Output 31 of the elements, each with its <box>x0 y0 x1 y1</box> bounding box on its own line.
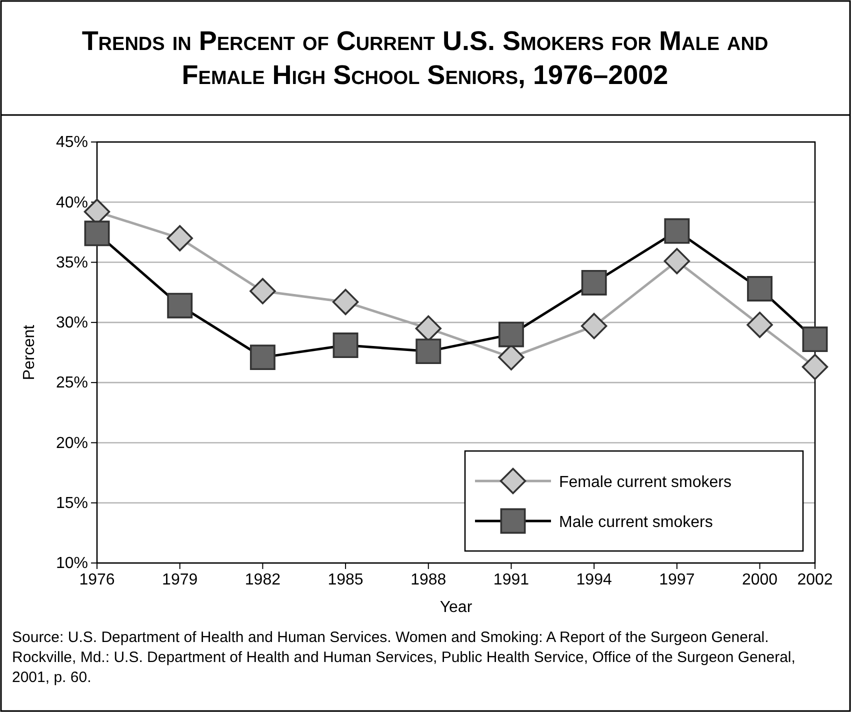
y-tick-label: 30% <box>56 314 88 332</box>
point <box>802 354 828 380</box>
x-tick-label: 2002 <box>797 571 833 588</box>
legend-label: Female current smokers <box>559 474 732 491</box>
y-tick-label: 10% <box>56 555 88 572</box>
point <box>332 288 359 316</box>
point <box>664 248 690 274</box>
y-tick-label: 15% <box>56 494 88 512</box>
x-tick-label: 2000 <box>742 571 778 588</box>
y-tick-label: 25% <box>56 374 88 392</box>
y-tick-label: 20% <box>56 434 88 452</box>
y-axis-title: Percent <box>21 324 38 380</box>
point <box>166 225 193 252</box>
y-tick-label: 35% <box>56 254 88 272</box>
y-tick-label: 45% <box>56 134 88 152</box>
x-tick-label: 1991 <box>493 571 530 588</box>
point <box>250 278 276 304</box>
x-tick-label: 1976 <box>79 571 115 588</box>
point <box>746 312 773 338</box>
x-tick-label: 1979 <box>162 571 198 588</box>
point <box>580 312 608 340</box>
source-note: Source: U.S. Department of Health and Human Services. Women and Smoking: A Report of the Surgeon General. Rockville, Md.: U.S. Department of Health and Human Services, Public Health Service, Office of the Surgeon General, 2001, p. 60. <box>12 629 796 686</box>
x-tick-label: 1982 <box>244 571 281 588</box>
x-tick-label: 1997 <box>659 571 695 588</box>
x-axis-title: Year <box>440 599 473 616</box>
x-tick-label: 1988 <box>410 571 446 588</box>
x-tick-label: 1994 <box>576 571 612 588</box>
chart-title: Trends in Percent of Current U.S. Smokers for Male and Female High School Seniors, 1976–2002 <box>82 26 768 90</box>
y-tick-label: 40% <box>56 194 88 212</box>
x-tick-label: 1985 <box>328 571 364 588</box>
legend-label: Male current smokers <box>559 514 713 531</box>
